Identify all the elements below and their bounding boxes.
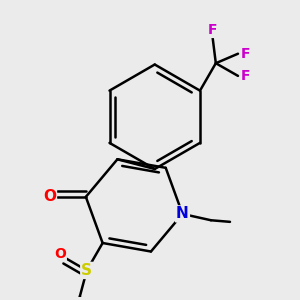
- Text: F: F: [241, 47, 250, 61]
- Text: O: O: [54, 247, 66, 261]
- Text: F: F: [241, 69, 250, 83]
- Text: F: F: [208, 23, 218, 37]
- Text: O: O: [43, 189, 56, 204]
- Text: N: N: [176, 206, 189, 221]
- Text: S: S: [81, 263, 92, 278]
